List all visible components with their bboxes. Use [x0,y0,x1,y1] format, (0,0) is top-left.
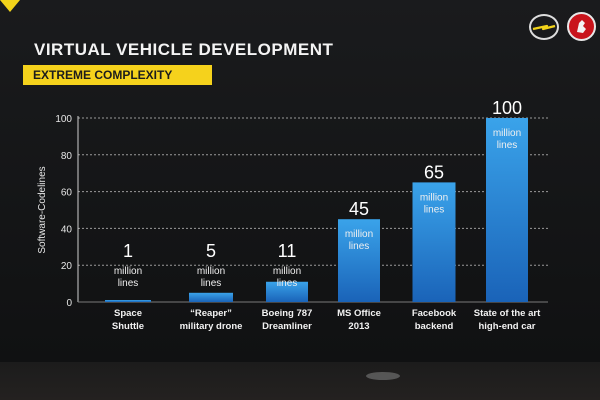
bar-unit-label: million [420,192,448,203]
opel-logo-icon [529,14,559,40]
bar-value-label: 100 [492,98,522,118]
bar [105,300,151,302]
category-label: State of the art [474,308,541,319]
y-tick-label: 100 [55,114,72,125]
bar-unit-label: lines [201,278,222,289]
bar [189,292,233,302]
category-label: Space [114,308,142,319]
bar-unit-label: lines [497,140,518,151]
category-label: Dreamliner [262,321,312,332]
vauxhall-griffin-logo-icon [567,12,596,41]
bar [412,182,456,302]
slide-subtitle: EXTREME COMPLEXITY [33,68,173,82]
bar-unit-label: lines [349,241,370,252]
category-label: high-end car [478,321,535,332]
bar-unit-label: million [345,229,373,240]
bar-value-label: 5 [206,241,216,261]
category-label: military drone [180,321,243,332]
stage-floor [0,362,600,400]
bar [266,281,308,302]
category-label: Facebook [412,308,457,319]
corner-triangle-icon [0,0,20,12]
category-label: 2013 [348,321,369,332]
y-tick-label: 20 [61,261,73,272]
category-label: “Reaper” [190,308,232,319]
bar-unit-label: million [273,266,301,277]
category-label: backend [415,321,454,332]
bar-value-label: 1 [123,241,133,261]
bar-value-label: 65 [424,162,444,182]
floor-light [366,372,400,380]
bar-unit-label: million [114,266,142,277]
y-tick-label: 0 [66,298,72,309]
y-tick-label: 80 [61,151,73,162]
slide-title: VIRTUAL VEHICLE DEVELOPMENT [34,40,334,59]
slide-subtitle-banner: EXTREME COMPLEXITY [23,65,212,85]
bar-unit-label: lines [118,278,139,289]
category-label: Shuttle [112,321,144,332]
y-tick-label: 40 [61,224,73,235]
bar-value-label: 45 [349,199,369,219]
bar-unit-label: million [493,128,521,139]
bar [338,219,380,302]
category-label: Boeing 787 [262,308,313,319]
bar-unit-label: million [197,266,225,277]
bar [486,118,528,302]
bar-unit-label: lines [424,204,445,215]
y-tick-label: 60 [61,188,73,199]
bar-unit-label: lines [277,278,298,289]
y-axis-title: Software-Codelines [37,166,48,253]
bar-value-label: 11 [278,241,297,261]
category-label: MS Office [337,308,381,319]
